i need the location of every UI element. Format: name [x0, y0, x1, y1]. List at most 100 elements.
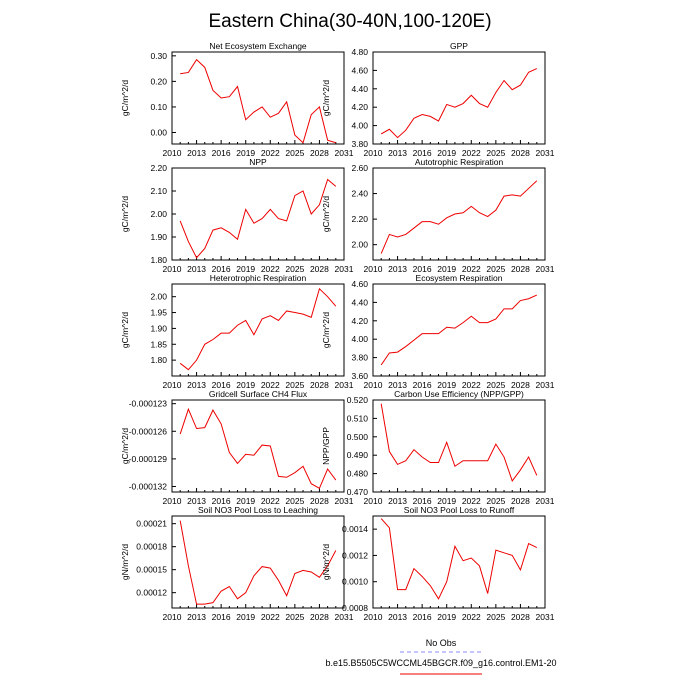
x-tick-label: 2019: [236, 148, 255, 158]
x-tick-label: 2016: [413, 264, 432, 274]
x-tick-label: 2013: [187, 496, 206, 506]
y-axis-label: gC/m^2/d: [321, 80, 331, 116]
y-tick-label: 0.500: [347, 432, 369, 442]
y-tick-label: 0.510: [347, 413, 369, 423]
y-tick-label: 1.90: [150, 232, 167, 242]
y-tick-label: 0.470: [347, 487, 369, 497]
x-tick-label: 2025: [285, 264, 304, 274]
chart-panel-10: Soil NO3 Pool Loss to Runoff gN/m^2/d 2010…: [321, 505, 555, 622]
chart-panel-5: Heterotrophic Respiration gC/m^2/d 2010 201…: [120, 273, 354, 390]
x-tick-label: 2010: [163, 148, 182, 158]
chart-panel-2: GPP gC/m^2/d 2010 2013 2016 2019 2022 2025 2028 2…: [321, 41, 555, 158]
y-tick-label: 0.00015: [136, 565, 167, 575]
x-tick-label: 2022: [261, 264, 280, 274]
x-tick-label: 2031: [335, 148, 354, 158]
x-tick-label: 2019: [236, 612, 255, 622]
x-tick-label: 2013: [187, 148, 206, 158]
y-tick-label: 0.0014: [342, 524, 368, 534]
plot-frame: [372, 515, 546, 609]
plot-frame: [171, 167, 345, 261]
x-tick-label: 2022: [462, 612, 481, 622]
y-tick-label: 4.80: [351, 47, 368, 57]
x-tick-label: 2031: [335, 380, 354, 390]
x-tick-label: 2010: [364, 264, 383, 274]
x-tick-label: 2019: [437, 264, 456, 274]
x-tick-label: 2022: [462, 380, 481, 390]
chart-title: Heterotrophic Respiration: [210, 273, 307, 283]
y-tick-label: -0.000132: [129, 481, 168, 491]
x-tick-label: 2025: [285, 380, 304, 390]
chart-title: Ecosystem Respiration: [416, 273, 503, 283]
x-tick-label: 2022: [261, 612, 280, 622]
x-tick-label: 2025: [486, 380, 505, 390]
chart-title: Carbon Use Efficiency (NPP/GPP): [394, 389, 524, 399]
y-tick-label: 2.20: [150, 163, 167, 173]
y-tick-label: 2.20: [351, 214, 368, 224]
x-tick-label: 2028: [310, 496, 329, 506]
x-tick-label: 2028: [511, 612, 530, 622]
y-tick-label: 0.00: [150, 128, 167, 138]
y-tick-label: 0.480: [347, 469, 369, 479]
x-tick-label: 2028: [511, 148, 530, 158]
chart-panel-9: Soil NO3 Pool Loss to Leaching gN/m^2/d 20…: [120, 505, 354, 622]
x-tick-label: 2019: [437, 612, 456, 622]
x-tick-label: 2022: [462, 264, 481, 274]
plot-frame: [372, 167, 546, 261]
figure-title: Eastern China(30-40N,100-120E): [208, 11, 491, 32]
x-tick-label: 2028: [310, 148, 329, 158]
series-line: [179, 520, 337, 605]
chart-title: Gridcell Surface CH4 Flux: [209, 389, 308, 399]
x-tick-label: 2010: [163, 264, 182, 274]
x-tick-label: 2013: [187, 612, 206, 622]
x-tick-label: 2019: [236, 380, 255, 390]
x-tick-label: 2028: [310, 612, 329, 622]
x-tick-label: 2022: [261, 380, 280, 390]
y-tick-label: 0.30: [150, 51, 167, 61]
x-tick-label: 2025: [486, 264, 505, 274]
x-tick-label: 2013: [388, 380, 407, 390]
x-tick-label: 2013: [388, 612, 407, 622]
x-tick-label: 2031: [335, 496, 354, 506]
x-tick-label: 2025: [285, 148, 304, 158]
x-tick-label: 2031: [335, 264, 354, 274]
chart-panel-4: Autotrophic Respiration gC/m^2/d 2010 2013 2…: [321, 157, 555, 274]
series-line: [380, 294, 538, 366]
y-tick-label: -0.000129: [129, 454, 168, 464]
x-tick-label: 2019: [236, 264, 255, 274]
x-tick-label: 2019: [437, 380, 456, 390]
y-tick-label: 2.60: [351, 163, 368, 173]
series-line: [380, 403, 538, 483]
y-tick-label: -0.000123: [129, 399, 168, 409]
y-tick-label: 2.00: [351, 240, 368, 250]
y-tick-label: 4.20: [351, 102, 368, 112]
series-line: [380, 518, 538, 600]
x-tick-label: 2022: [261, 496, 280, 506]
y-axis-label: gC/m^2/d: [120, 312, 130, 348]
x-tick-label: 2022: [261, 148, 280, 158]
y-tick-label: 4.00: [351, 121, 368, 131]
x-tick-label: 2022: [462, 496, 481, 506]
chart-panel-6: Ecosystem Respiration gC/m^2/d 2010 2013 201…: [321, 273, 555, 390]
y-tick-label: 0.00012: [136, 588, 167, 598]
chart-title: Net Ecosystem Exchange: [209, 41, 307, 51]
plot-frame: [171, 515, 345, 609]
plot-frame: [171, 51, 345, 145]
x-tick-label: 2016: [212, 612, 231, 622]
y-tick-label: 1.95: [150, 308, 167, 318]
x-tick-label: 2019: [437, 148, 456, 158]
y-tick-label: 1.80: [150, 255, 167, 265]
x-tick-label: 2028: [511, 496, 530, 506]
y-tick-label: 0.0012: [342, 550, 368, 560]
y-tick-label: 3.60: [351, 371, 368, 381]
x-tick-label: 2022: [462, 148, 481, 158]
x-tick-label: 2013: [388, 148, 407, 158]
y-axis-label: gC/m^2/d: [321, 312, 331, 348]
series-line: [380, 180, 538, 254]
x-tick-label: 2016: [212, 496, 231, 506]
y-tick-label: 4.60: [351, 279, 368, 289]
x-tick-label: 2016: [212, 148, 231, 158]
y-tick-label: 0.00018: [136, 542, 167, 552]
y-tick-label: 2.00: [150, 292, 167, 302]
x-tick-label: 2025: [486, 148, 505, 158]
